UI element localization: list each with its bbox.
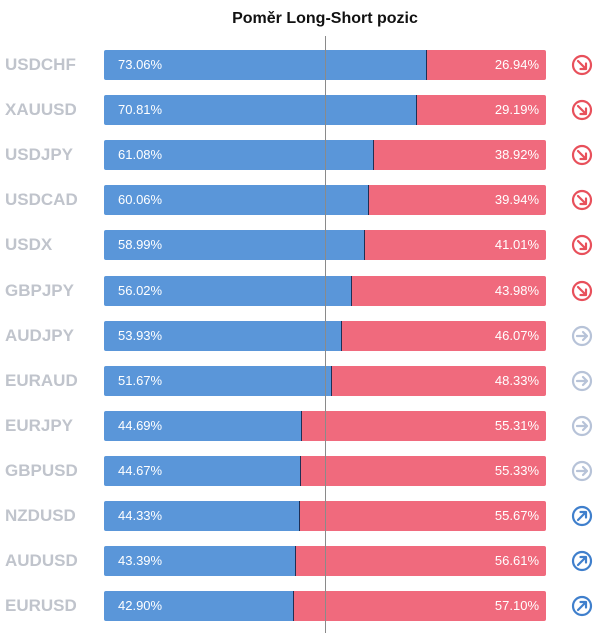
long-value-label: 44.33% [118,508,163,523]
chart-row: AUDJPY 53.93% 46.07% [0,320,607,351]
short-value-label: 56.61% [494,553,539,569]
long-bar [104,591,294,622]
chart-row: EURJPY 44.69% 55.31% [0,410,607,441]
long-value-label: 58.99% [118,237,163,253]
arrow-down-right-icon [571,190,593,211]
short-value-label: 55.67% [494,508,539,523]
symbol-label: USDCHF [5,55,76,74]
long-bar [104,546,296,577]
short-value-label: 46.07% [494,327,539,343]
long-bar [104,275,352,306]
long-value-label: 60.06% [118,192,163,208]
short-value-label: 55.31% [494,417,539,433]
long-bar [104,410,302,441]
short-value-label: 43.98% [494,282,539,298]
short-bar [293,591,546,622]
long-value-label: 51.67% [118,372,163,388]
short-value-label: 26.94% [494,57,539,72]
chart-row: USDX 58.99% 41.01% [0,230,607,261]
short-value-label: 55.33% [494,462,539,478]
long-bar [104,501,300,531]
chart-title: Poměr Long-Short pozic [232,10,418,27]
short-bar [299,501,546,531]
symbol-label: EURUSD [5,596,77,616]
symbol-label: AUDUSD [5,551,78,571]
short-value-label: 29.19% [494,102,539,118]
chart-row: EURUSD 42.90% 57.10% [0,591,607,622]
long-value-label: 42.90% [118,598,163,614]
short-bar [342,320,546,351]
long-bar [104,140,374,171]
symbol-label: EURAUD [5,370,78,390]
short-bar [364,230,546,261]
long-value-label: 56.02% [118,282,163,298]
chart-row: USDCAD 60.06% 39.94% [0,185,607,216]
arrow-right-icon [571,325,593,346]
long-bar [104,50,427,80]
symbol-label: GBPJPY [5,280,74,300]
arrow-down-right-icon [571,54,593,76]
short-bar [416,95,546,126]
symbol-label: XAUUSD [5,100,77,120]
long-value-label: 61.08% [118,147,163,163]
short-bar [332,365,546,396]
long-bar [104,230,365,261]
short-value-label: 39.94% [494,192,539,208]
short-bar [426,50,546,80]
symbol-label: EURJPY [5,415,74,435]
long-bar [104,320,343,351]
long-value-label: 44.69% [118,417,163,433]
arrow-down-right-icon [571,280,593,301]
chart-row: NZDUSD 44.33% 55.67% [0,501,607,531]
symbol-label: USDCAD [5,190,78,210]
long-bar [104,455,302,486]
short-bar [369,185,546,216]
arrow-down-right-icon [571,99,593,121]
long-value-label: 53.93% [118,327,163,343]
short-bar [373,140,546,171]
chart-row: USDJPY 61.08% 38.92% [0,140,607,171]
chart-row: USDCHF 73.06% 26.94% [0,50,607,80]
symbol-label: USDX [5,235,53,255]
long-value-label: 44.67% [118,462,163,478]
chart-row: GBPUSD 44.67% 55.33% [0,455,607,486]
chart-row: AUDUSD 43.39% 56.61% [0,546,607,577]
short-value-label: 41.01% [494,237,539,253]
long-value-label: 73.06% [118,57,163,72]
chart-row: GBPJPY 56.02% 43.98% [0,275,607,306]
symbol-label: AUDJPY [5,325,74,345]
arrow-right-icon [571,460,593,481]
arrow-right-icon [571,415,593,436]
chart-row: EURAUD 51.67% 48.33% [0,365,607,396]
arrow-up-right-icon [571,550,593,572]
long-bar [104,365,333,396]
symbol-label: NZDUSD [5,506,76,525]
arrow-down-right-icon [571,145,593,166]
long-bar [104,95,417,126]
arrow-right-icon [571,370,593,391]
short-value-label: 48.33% [494,372,539,388]
symbol-label: GBPUSD [5,460,78,480]
arrow-down-right-icon [571,235,593,256]
short-bar [301,410,546,441]
long-value-label: 70.81% [118,102,163,118]
center-line [325,36,326,633]
arrow-up-right-icon [571,596,593,617]
symbol-label: USDJPY [5,145,74,165]
arrow-up-right-icon [571,505,593,527]
long-value-label: 43.39% [118,553,163,569]
short-value-label: 57.10% [494,598,539,614]
short-bar [301,455,546,486]
short-bar [295,546,546,577]
short-bar [351,275,546,306]
short-value-label: 38.92% [494,147,539,163]
chart-row: XAUUSD 70.81% 29.19% [0,95,607,126]
